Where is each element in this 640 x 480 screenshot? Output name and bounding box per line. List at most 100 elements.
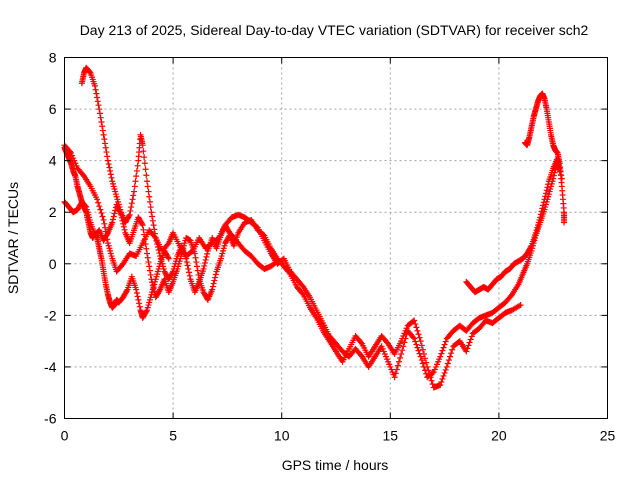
data-point-marker [96, 203, 103, 210]
data-point-marker [429, 369, 436, 376]
data-point-marker [106, 164, 113, 171]
x-tick-label: 25 [600, 428, 616, 444]
data-point-marker [164, 241, 171, 248]
data-point-marker [200, 265, 207, 272]
data-point-marker [125, 213, 132, 220]
data-point-marker [126, 211, 133, 218]
data-point-marker [191, 250, 198, 257]
data-point-marker [169, 269, 176, 276]
chart-title: Day 213 of 2025, Sidereal Day-to-day VTE… [80, 22, 589, 38]
data-point-marker [138, 220, 145, 227]
data-point-marker [98, 118, 105, 125]
data-point-marker [440, 372, 447, 379]
data-point-marker [104, 231, 111, 238]
data-point-marker [145, 259, 152, 266]
data-point-marker [94, 94, 101, 101]
data-point-marker [438, 378, 445, 385]
y-tick-label: 0 [49, 256, 57, 272]
data-point-marker [555, 158, 562, 165]
data-point-marker [99, 123, 106, 130]
data-point-marker [193, 259, 200, 266]
data-point-marker [100, 131, 107, 138]
data-point-marker [109, 219, 116, 226]
data-point-marker [427, 374, 434, 381]
data-point-marker [395, 358, 402, 365]
plot-frame [64, 57, 608, 419]
y-axis-label: SDTVAR / TECUs [5, 182, 21, 294]
data-point-marker [107, 171, 114, 178]
data-point-marker [447, 353, 454, 360]
data-point-marker [101, 220, 108, 227]
data-point-marker [144, 250, 151, 257]
y-tick-label: -4 [44, 359, 57, 375]
data-point-marker [416, 334, 423, 341]
data-point-marker [209, 286, 216, 293]
data-point-marker [104, 157, 111, 164]
data-point-marker [194, 267, 201, 274]
data-point-marker [448, 350, 455, 357]
data-point-marker [130, 192, 137, 199]
data-point-marker [413, 324, 420, 331]
data-point-marker [146, 193, 153, 200]
data-point-marker [429, 381, 436, 388]
data-point-marker [561, 219, 568, 226]
series-track-6 [463, 155, 565, 296]
data-point-marker [212, 271, 219, 278]
data-point-marker [414, 327, 421, 334]
data-point-marker [111, 210, 118, 217]
data-point-marker [540, 199, 547, 206]
data-point-marker [186, 269, 193, 276]
data-point-marker [119, 262, 126, 269]
data-point-marker [463, 348, 470, 355]
data-point-marker [558, 172, 565, 179]
data-point-marker [527, 244, 534, 251]
data-point-marker [107, 167, 114, 174]
data-point-marker [467, 336, 474, 343]
x-tick-label: 5 [169, 428, 177, 444]
data-point-marker [140, 148, 147, 155]
data-point-marker [165, 255, 172, 262]
series-track-3 [78, 64, 281, 296]
data-point-marker [141, 154, 148, 161]
series-track-4 [61, 144, 172, 321]
x-axis-label: GPS time / hours [282, 457, 389, 473]
y-tick-label: 4 [49, 153, 57, 169]
data-point-marker [141, 160, 148, 167]
data-point-marker [507, 293, 514, 300]
data-point-marker [411, 317, 418, 324]
data-point-marker [99, 127, 106, 134]
data-point-marker [120, 223, 127, 230]
data-point-marker [144, 178, 151, 185]
data-point-marker [135, 296, 142, 303]
data-point-marker [127, 207, 134, 214]
data-point-marker [558, 175, 565, 182]
data-point-marker [439, 347, 446, 354]
data-point-marker [100, 216, 107, 223]
data-point-marker [423, 359, 430, 366]
data-point-marker [133, 173, 140, 180]
data-point-marker [151, 226, 158, 233]
data-point-marker [442, 338, 449, 345]
data-point-marker [95, 102, 102, 109]
data-point-marker [183, 259, 190, 266]
data-point-marker [192, 254, 199, 261]
data-point-marker [148, 209, 155, 216]
data-point-marker [202, 256, 209, 263]
data-point-marker [143, 308, 150, 315]
data-point-marker [146, 198, 153, 205]
data-point-marker [96, 106, 103, 113]
data-point-marker [131, 188, 138, 195]
data-point-marker [540, 202, 547, 209]
data-point-marker [136, 303, 143, 310]
data-point-marker [142, 166, 149, 173]
data-point-marker [123, 287, 130, 294]
data-point-marker [299, 290, 306, 297]
data-point-marker [445, 357, 452, 364]
data-point-marker [539, 205, 546, 212]
data-point-marker [437, 353, 444, 360]
data-point-marker [415, 347, 422, 354]
data-point-marker [105, 161, 112, 168]
data-point-marker [412, 338, 419, 345]
data-point-marker [401, 339, 408, 346]
data-point-marker [440, 344, 447, 351]
